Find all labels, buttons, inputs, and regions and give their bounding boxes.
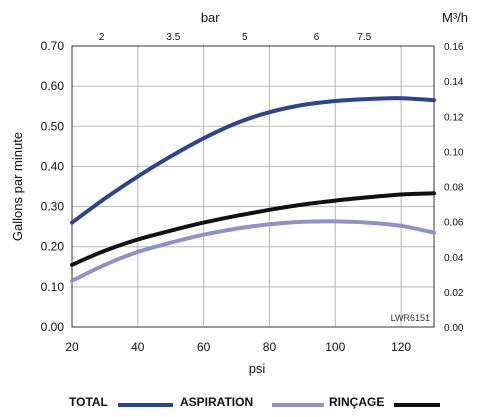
y-tick-label: 0.50 [41, 119, 65, 133]
top-tick-label: 6 [314, 32, 320, 43]
y-tick-label: 0.00 [41, 320, 65, 334]
plot-frame [71, 45, 435, 328]
x-axis-title: psi [249, 361, 266, 376]
right-tick-label: 0.06 [444, 218, 464, 229]
top-tick-label: 7.5 [357, 32, 371, 43]
y-tick-label: 0.20 [41, 240, 65, 254]
x-tick-label: 40 [131, 340, 145, 354]
top-tick-label: 3.5 [166, 32, 180, 43]
series-line-total [70, 96, 436, 225]
series-layer [70, 96, 436, 283]
chart-watermark: LWR6151 [391, 313, 430, 323]
y-tick-label: 0.60 [41, 79, 65, 93]
right-tick-label: 0.00 [444, 323, 464, 334]
legend-label: ASPIRATION [180, 395, 253, 409]
right-tick-label: 0.16 [444, 42, 464, 53]
right-tick-label: 0.10 [444, 147, 464, 158]
right-tick-label: 0.08 [444, 183, 464, 194]
y-tick-label: 0.10 [41, 280, 65, 294]
right-tick-label: 0.12 [444, 112, 464, 123]
y-tick-label: 0.70 [41, 39, 65, 53]
x-tick-label: 60 [197, 340, 211, 354]
right-tick-label: 0.14 [444, 77, 464, 88]
right-tick-label: 0.02 [444, 288, 464, 299]
x-tick-label: 80 [263, 340, 277, 354]
series-line-rinage [70, 191, 436, 267]
grid [71, 45, 434, 328]
legend-label: TOTAL [69, 395, 108, 409]
series-line-aspiration [70, 219, 436, 283]
top-tick-label: 2 [99, 32, 105, 43]
y-tick-label: 0.40 [41, 159, 65, 173]
legend-label: RINÇAGE [329, 395, 384, 409]
y-tick-label: 0.30 [41, 200, 65, 214]
top-tick-label: 5 [242, 32, 248, 43]
ticks-layer: 0.00 0.10 0.20 0.30 0.40 0.50 0.60 0.70 20 40 60 80… [41, 32, 464, 354]
right-tick-label: 0.04 [444, 253, 464, 264]
legend: TOTAL ASPIRATION RINÇAGE [69, 395, 440, 409]
top-axis-title: bar [201, 10, 220, 25]
x-tick-label: 20 [65, 340, 79, 354]
x-tick-label: 120 [391, 340, 411, 354]
y-axis-title: Gallons par minute [10, 132, 25, 241]
right-axis-title: M³/h [442, 10, 468, 25]
x-tick-label: 100 [325, 340, 345, 354]
